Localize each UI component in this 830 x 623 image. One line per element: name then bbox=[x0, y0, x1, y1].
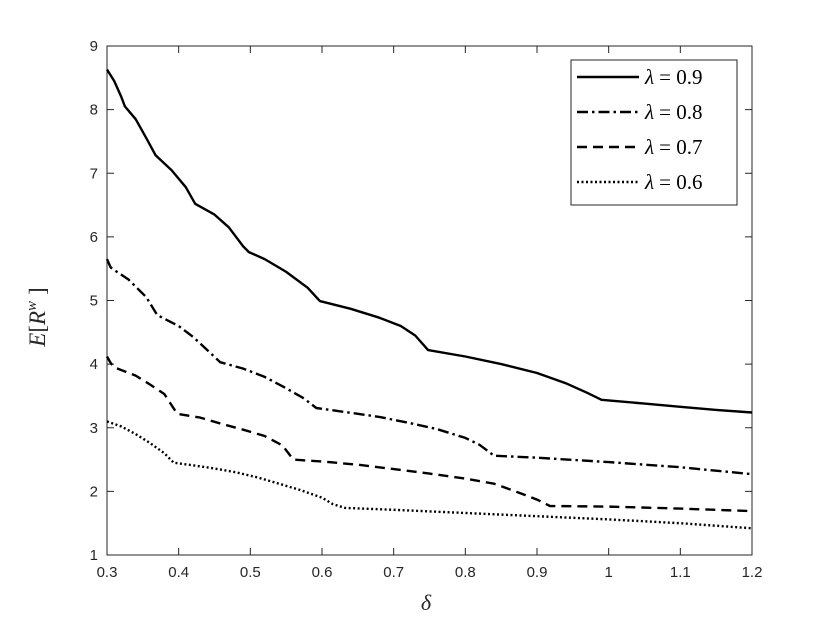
series-line-1 bbox=[105, 68, 753, 414]
y-tick-label: 7 bbox=[90, 165, 98, 182]
legend-value: = 0.9 bbox=[659, 65, 702, 89]
y-label-open-bracket: [ bbox=[25, 325, 50, 333]
x-tick-label: 0.7 bbox=[383, 564, 404, 581]
y-tick-label: 6 bbox=[90, 229, 98, 246]
x-tick-label: 0.9 bbox=[527, 564, 548, 581]
legend-label-4: λ = 0.6 bbox=[644, 170, 702, 194]
y-tick-label: 5 bbox=[90, 293, 98, 310]
legend-value: = 0.6 bbox=[659, 170, 702, 194]
y-label-e: E bbox=[25, 333, 50, 348]
x-tick-label: 0.8 bbox=[455, 564, 476, 581]
y-tick-label: 8 bbox=[90, 102, 98, 119]
legend-symbol: λ bbox=[644, 65, 654, 89]
series-line-2 bbox=[105, 258, 753, 476]
legend-symbol: λ bbox=[644, 170, 654, 194]
x-tick-label: 1.2 bbox=[742, 564, 763, 581]
legend-label-1: λ = 0.9 bbox=[644, 65, 702, 89]
x-tick-label: 0.6 bbox=[312, 564, 333, 581]
y-tick-label: 4 bbox=[90, 356, 98, 373]
legend-label-2: λ = 0.8 bbox=[644, 100, 702, 124]
x-tick-label: 0.3 bbox=[97, 564, 118, 581]
x-tick-label: 1.1 bbox=[670, 564, 691, 581]
y-tick-label: 2 bbox=[90, 483, 98, 500]
axis-ticks: 0.3 0.4 0.5 0.6 0.7 0.8 0.9 1 1.1 1.2 1 2 3 4 5 6 7 8 9 bbox=[90, 38, 763, 581]
legend-box bbox=[570, 59, 738, 206]
y-label-close-bracket: ] bbox=[25, 287, 50, 295]
y-tick-label: 9 bbox=[90, 38, 98, 55]
y-tick-label: 1 bbox=[90, 547, 98, 564]
series-layer bbox=[105, 68, 753, 530]
series-line-4 bbox=[106, 420, 753, 530]
y-label-r: R bbox=[25, 311, 50, 326]
legend-symbol: λ bbox=[644, 135, 654, 159]
y-tick-label: 3 bbox=[90, 420, 98, 437]
legend-value: = 0.8 bbox=[659, 100, 702, 124]
legend-label-3: λ = 0.7 bbox=[644, 135, 702, 159]
x-tick-label: 0.5 bbox=[240, 564, 261, 581]
legend-value: = 0.7 bbox=[659, 135, 702, 159]
y-axis-label: E[Rw] bbox=[24, 287, 50, 347]
x-axis-label: δ bbox=[421, 590, 432, 615]
y-label-superscript: w bbox=[24, 301, 40, 311]
legend-symbol: λ bbox=[644, 100, 654, 124]
x-tick-label: 1 bbox=[604, 564, 612, 581]
series-line-3 bbox=[105, 355, 753, 513]
legend: λ = 0.9λ = 0.8λ = 0.7λ = 0.6 bbox=[570, 59, 738, 206]
x-tick-label: 0.4 bbox=[168, 564, 189, 581]
